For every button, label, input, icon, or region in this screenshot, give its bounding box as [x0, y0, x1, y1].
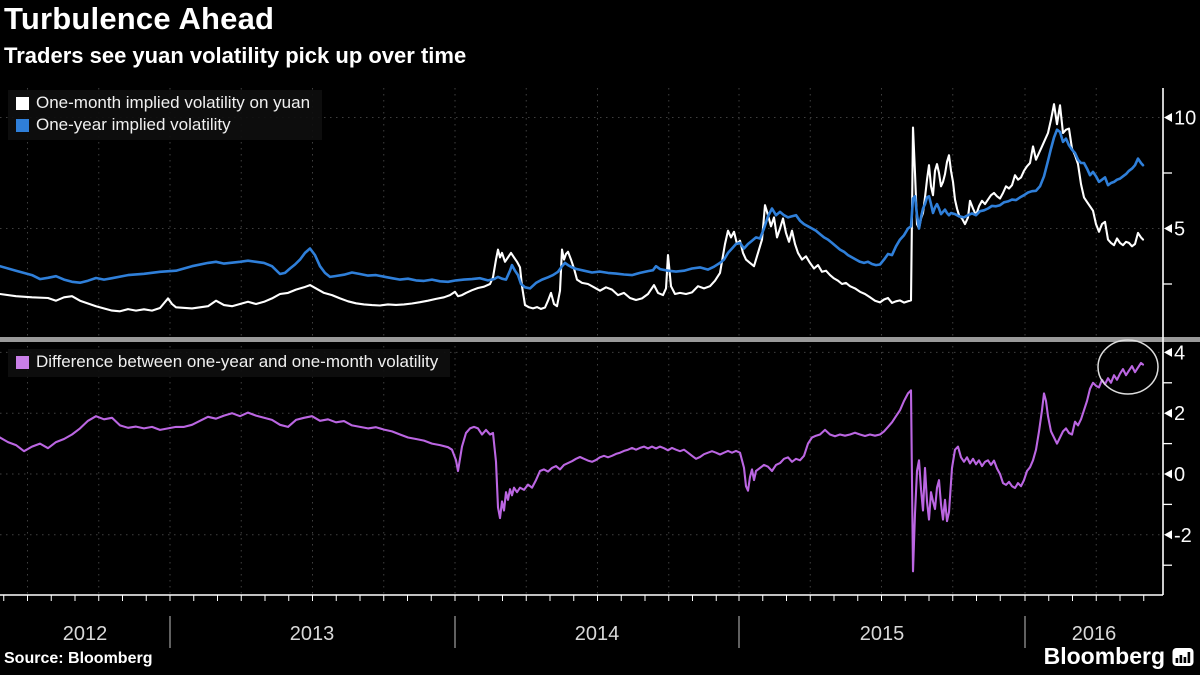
legend-label: One-month implied volatility on yuan — [36, 93, 311, 112]
bloomberg-logo-text: Bloomberg — [1043, 643, 1165, 669]
legend-top-panel: One-month implied volatility on yuan One-… — [8, 90, 323, 140]
volatility_difference-line — [0, 361, 1145, 573]
x-axis-year-label: 2016 — [1072, 623, 1117, 645]
y-tick-label: 5 — [1174, 219, 1185, 241]
legend-swatch-icon — [16, 355, 29, 369]
legend-label: Difference between one-year and one-mont… — [36, 352, 439, 371]
x-axis-year-label: 2015 — [860, 623, 905, 645]
legend-swatch-icon — [16, 96, 29, 110]
bloomberg-logo: Bloomberg — [1044, 643, 1194, 670]
chart-canvas: 10 5 4 2 0 -2 2012 2013 2014 2015 2016 — [0, 88, 1200, 648]
y-tick-label: 0 — [1174, 464, 1185, 486]
chart-subtitle: Traders see yuan volatility pick up over… — [4, 43, 467, 68]
one_month_implied_volatility-line — [0, 103, 1145, 313]
y-tick-arrow — [1164, 347, 1172, 357]
legend-label: One-year implied volatility — [36, 115, 231, 134]
y-tick-arrow — [1164, 408, 1172, 418]
legend-bottom-panel: Difference between one-year and one-mont… — [8, 349, 451, 377]
highlight-circle — [1097, 339, 1159, 395]
chart-title: Turbulence Ahead — [4, 1, 275, 36]
y-tick-label: 2 — [1174, 403, 1185, 425]
y-tick-arrow — [1164, 224, 1172, 233]
bloomberg-terminal-icon — [1172, 647, 1194, 666]
y-tick-arrow — [1164, 469, 1172, 479]
one_year_implied_volatility-line — [0, 128, 1145, 290]
y-tick-label: -2 — [1174, 525, 1192, 547]
legend-item: One-month implied volatility on yuan — [16, 92, 310, 114]
y-tick-label: 4 — [1174, 342, 1185, 364]
y-tick-arrow — [1164, 113, 1172, 122]
panel-divider — [0, 337, 1200, 342]
legend-swatch-icon — [16, 118, 29, 132]
x-axis-year-label: 2012 — [63, 623, 108, 645]
y-tick-label: 10 — [1174, 108, 1196, 130]
y-tick-arrow — [1164, 530, 1172, 540]
x-axis-year-label: 2014 — [575, 623, 620, 645]
source-label: Source: Bloomberg — [4, 650, 153, 667]
legend-item: One-year implied volatility — [16, 114, 310, 136]
legend-item: Difference between one-year and one-mont… — [16, 351, 438, 373]
x-axis-year-label: 2013 — [290, 623, 335, 645]
